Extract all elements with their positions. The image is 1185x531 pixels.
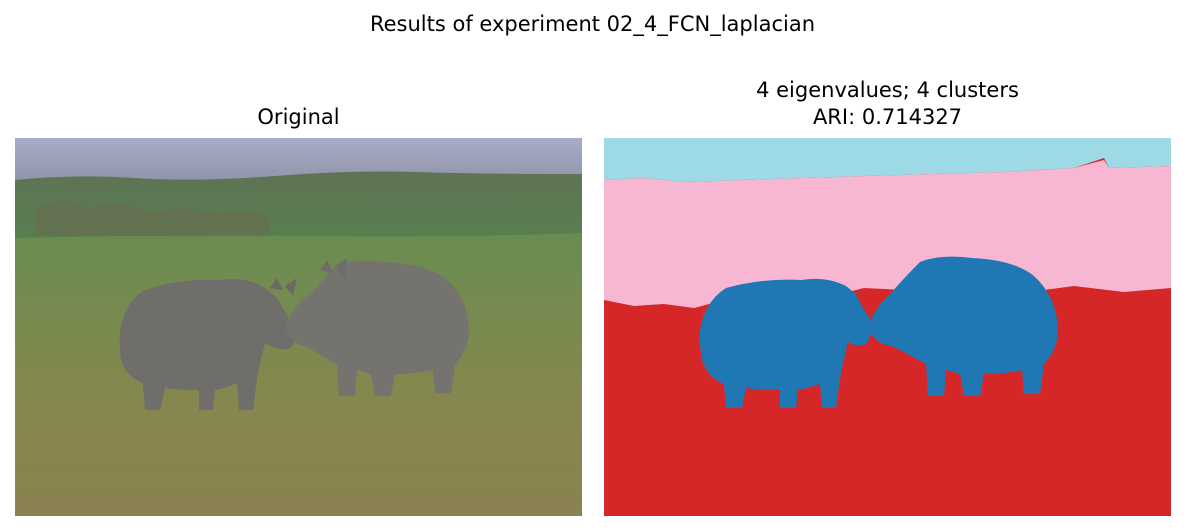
bush-patch — [35, 202, 270, 236]
cluster-rhino-left — [699, 278, 872, 408]
segmentation-title: 4 eigenvalues; 4 clusters ARI: 0.714327 — [604, 77, 1171, 131]
original-title: Original — [15, 104, 582, 131]
cluster-sky-region — [604, 138, 1171, 182]
right-rhino-ears — [320, 258, 347, 278]
segmentation-title-line1: 4 eigenvalues; 4 clusters — [756, 78, 1019, 102]
figure-suptitle: Results of experiment 02_4_FCN_laplacian — [369, 12, 816, 36]
left-rhino-ears — [270, 278, 297, 296]
original-photo-illustration — [15, 138, 582, 516]
left-rhino — [119, 279, 297, 410]
cluster-rhino-right — [868, 256, 1058, 396]
segmentation-map — [604, 138, 1171, 516]
segmentation-title-line2: ARI: 0.714327 — [812, 105, 963, 129]
right-rhino — [285, 260, 469, 396]
segmentation-illustration — [604, 138, 1171, 516]
original-image — [15, 138, 582, 516]
cluster-hill-region — [604, 160, 1171, 308]
original-title-text: Original — [257, 105, 340, 129]
